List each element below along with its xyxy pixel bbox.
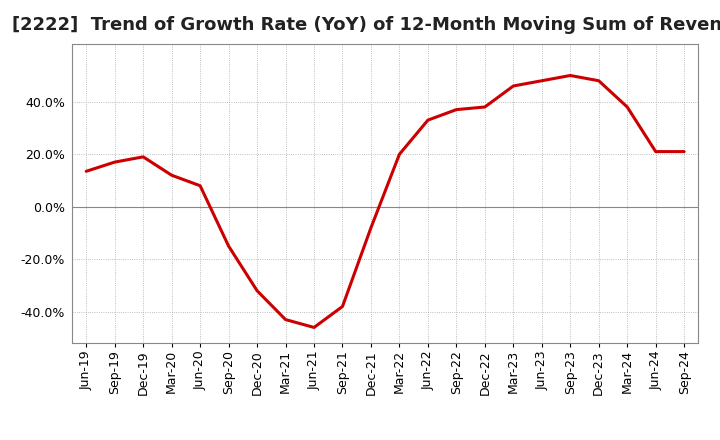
Title: [2222]  Trend of Growth Rate (YoY) of 12-Month Moving Sum of Revenues: [2222] Trend of Growth Rate (YoY) of 12-… [12,16,720,34]
